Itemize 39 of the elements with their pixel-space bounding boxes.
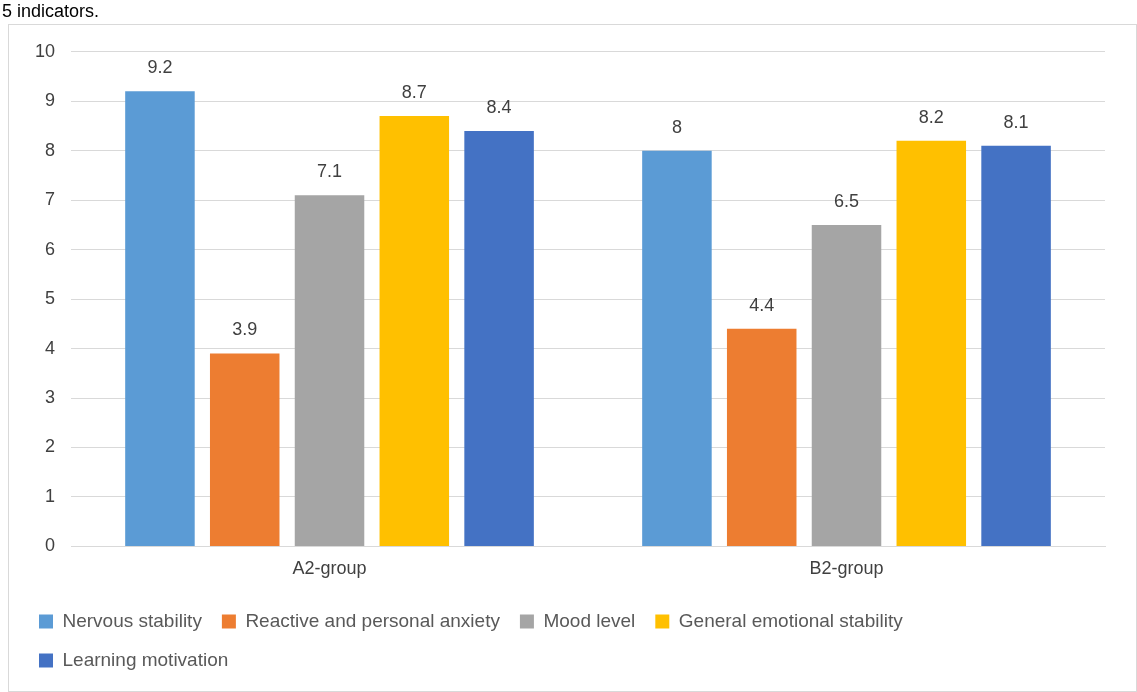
x-tick-label: A2-group: [292, 558, 367, 579]
data-label: 6.5: [833, 190, 860, 211]
legend-label: Mood level: [543, 609, 636, 631]
data-label: 8.7: [401, 82, 427, 103]
y-tick-label: 5: [45, 288, 56, 309]
y-tick-label: 8: [45, 139, 56, 160]
y-tick-label: 6: [45, 238, 56, 259]
data-label: 8: [671, 116, 682, 137]
y-tick-label: 9: [45, 90, 56, 111]
y-tick-label: 2: [45, 436, 56, 457]
legend-label: Nervous stability: [62, 609, 203, 631]
y-tick-label: 0: [45, 535, 56, 556]
data-label: 7.1: [317, 161, 343, 182]
bar: [811, 224, 882, 546]
x-tick-label: B2-group: [809, 558, 884, 579]
y-tick-label: 3: [45, 386, 56, 407]
bar: [125, 91, 195, 546]
y-tick-label: 10: [34, 40, 56, 61]
data-label: 3.9: [232, 319, 258, 340]
bar: [981, 145, 1051, 546]
legend-label: Learning motivation: [62, 648, 229, 670]
bar: [294, 195, 365, 546]
y-tick-label: 7: [45, 189, 56, 210]
bar: [209, 353, 280, 546]
data-label: 4.4: [749, 294, 775, 315]
bar: [379, 116, 450, 546]
data-label: 8.1: [1003, 111, 1029, 132]
y-tick-label: 4: [45, 337, 56, 358]
y-tick-label: 1: [45, 485, 56, 506]
bar: [896, 140, 967, 546]
chart-title: 5 indicators.: [2, 0, 100, 22]
data-label: 8.2: [918, 106, 944, 127]
legend-label: General emotional stability: [678, 609, 904, 631]
bar: [464, 130, 534, 546]
bar: [642, 150, 712, 546]
legend-label: Reactive and personal anxiety: [245, 609, 501, 631]
bar: [726, 328, 797, 546]
data-label: 8.4: [486, 96, 512, 117]
data-label: 9.2: [147, 57, 173, 78]
